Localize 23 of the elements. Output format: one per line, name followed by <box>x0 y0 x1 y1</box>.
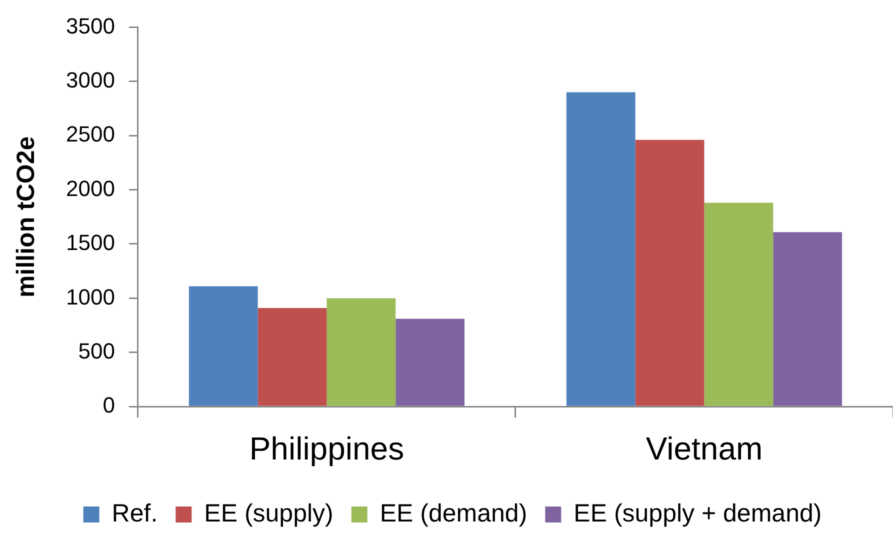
y-tick-label: 1000 <box>66 284 115 310</box>
bar <box>188 286 258 406</box>
bar <box>396 318 465 406</box>
legend-label: EE (supply) <box>204 499 334 528</box>
y-tick-label: 3000 <box>66 67 115 92</box>
legend-label: EE (demand) <box>380 499 528 528</box>
bar <box>704 202 774 406</box>
y-tick-label: 2000 <box>66 176 115 201</box>
y-axis-title: million tCO2e <box>12 136 40 298</box>
bar <box>258 308 327 406</box>
y-tick-label: 0 <box>102 392 115 418</box>
bar <box>326 298 396 406</box>
y-tick-label: 1500 <box>66 230 115 256</box>
legend-label: Ref. <box>112 499 158 528</box>
x-tick-label: Philippines <box>249 430 404 467</box>
bar <box>635 140 704 406</box>
y-tick-label: 500 <box>78 338 115 364</box>
x-tick-label: Vietnam <box>646 430 763 467</box>
bar <box>566 92 636 406</box>
legend-label: EE (supply + demand) <box>574 499 822 528</box>
y-tick-label: 3500 <box>66 13 115 38</box>
y-tick-label: 2500 <box>66 122 115 147</box>
bar <box>773 232 842 406</box>
